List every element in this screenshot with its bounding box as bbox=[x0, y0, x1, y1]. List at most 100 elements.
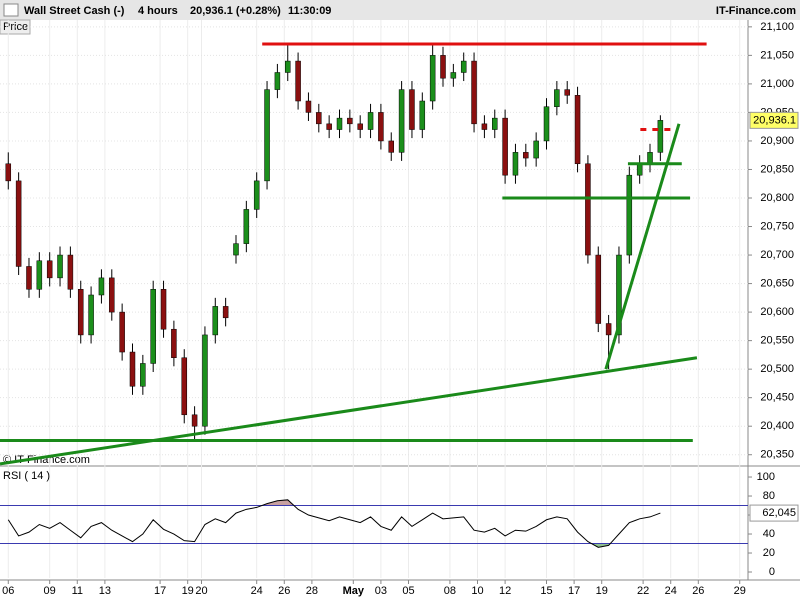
time: 11:30:09 bbox=[288, 5, 331, 17]
x-tick-label: 28 bbox=[306, 585, 318, 597]
y-tick-label: 20,850 bbox=[760, 163, 794, 175]
candle-body bbox=[98, 277, 105, 296]
candle-body bbox=[512, 152, 519, 176]
x-tick-label: 24 bbox=[251, 585, 263, 597]
x-tick-label: 15 bbox=[540, 585, 552, 597]
candle-body bbox=[57, 254, 63, 279]
candle-body bbox=[657, 120, 664, 153]
candle-body bbox=[181, 357, 187, 416]
candle-body bbox=[212, 306, 219, 336]
y-tick-label: 20,400 bbox=[760, 420, 794, 432]
brand: IT-Finance.com bbox=[716, 5, 796, 17]
candle-body bbox=[140, 363, 146, 387]
x-tick-label: 26 bbox=[278, 585, 290, 597]
trend-line bbox=[604, 123, 681, 370]
x-tick-label: 06 bbox=[2, 585, 14, 597]
x-tick-label: 19 bbox=[596, 585, 608, 597]
last-price-box bbox=[749, 111, 799, 129]
candle-body bbox=[398, 89, 405, 153]
candle-body bbox=[222, 306, 229, 319]
candle-body bbox=[471, 60, 477, 125]
candle-body bbox=[295, 60, 301, 102]
y-tick-label: 20,600 bbox=[760, 306, 794, 318]
y-tick-label: 21,050 bbox=[760, 49, 794, 61]
candle-body bbox=[523, 152, 529, 159]
last-price-label: 20,936.1 bbox=[753, 114, 796, 126]
y-tick-label: 20,500 bbox=[760, 363, 794, 375]
candle-body bbox=[284, 60, 291, 73]
candle-body bbox=[264, 89, 270, 182]
candle-body bbox=[574, 95, 581, 165]
x-tick-label: May bbox=[343, 585, 365, 597]
candle-body bbox=[564, 89, 570, 96]
y-tick-label: 80 bbox=[763, 490, 775, 502]
x-tick-label: 08 bbox=[444, 585, 456, 597]
candle-body bbox=[305, 100, 312, 113]
y-tick-label: 20 bbox=[763, 547, 775, 559]
candle-body bbox=[554, 89, 560, 107]
x-tick-label: 22 bbox=[637, 585, 649, 597]
candle-body bbox=[67, 254, 74, 290]
x-tick-label: 03 bbox=[375, 585, 387, 597]
x-tick-label: 20 bbox=[195, 585, 207, 597]
candle-body bbox=[202, 334, 208, 427]
candle-body bbox=[492, 117, 498, 130]
candle-body bbox=[119, 311, 125, 353]
x-tick-label: 12 bbox=[499, 585, 511, 597]
candle-body bbox=[88, 294, 94, 336]
y-tick-label: 40 bbox=[763, 528, 775, 540]
candle-body bbox=[109, 277, 115, 313]
candle-body bbox=[616, 254, 622, 336]
candle-body bbox=[502, 117, 508, 176]
candle-body bbox=[388, 140, 395, 153]
candle-body bbox=[274, 72, 281, 90]
y-tick-label: 0 bbox=[769, 566, 775, 578]
candle-body bbox=[429, 55, 436, 102]
candle-body bbox=[347, 117, 353, 125]
candle-body bbox=[326, 123, 332, 130]
candle-body bbox=[450, 72, 457, 79]
candle-body bbox=[357, 123, 363, 130]
y-tick-label: 20,900 bbox=[760, 135, 794, 147]
candle-body bbox=[481, 123, 488, 130]
candle-body bbox=[26, 266, 32, 290]
y-tick-label: 20,450 bbox=[760, 392, 794, 404]
candle-body bbox=[171, 328, 177, 358]
header-icon[interactable] bbox=[3, 3, 19, 17]
y-tick-label: 20,750 bbox=[760, 220, 794, 232]
candle-body bbox=[378, 112, 384, 142]
x-tick-label: 10 bbox=[471, 585, 483, 597]
candle-body bbox=[316, 112, 322, 125]
header-bar bbox=[0, 0, 800, 20]
candle-body bbox=[129, 351, 136, 387]
candle-body bbox=[253, 180, 260, 210]
candle-body bbox=[626, 174, 633, 256]
candle-body bbox=[243, 209, 250, 244]
x-tick-label: 29 bbox=[734, 585, 746, 597]
candle-body bbox=[409, 89, 415, 130]
rsi-line bbox=[7, 499, 661, 548]
last-value-label: 62,045 bbox=[762, 507, 796, 519]
watermark: © IT-Finance.com bbox=[3, 454, 90, 466]
candle-body bbox=[605, 323, 612, 336]
candle-body bbox=[336, 117, 343, 130]
y-tick-label: 21,100 bbox=[760, 21, 794, 33]
candle-body bbox=[150, 289, 156, 364]
candle-body bbox=[585, 163, 591, 256]
x-tick-label: 19 bbox=[182, 585, 194, 597]
y-tick-label: 20,700 bbox=[760, 249, 794, 261]
x-tick-label: 17 bbox=[154, 585, 166, 597]
last-value-box bbox=[749, 504, 799, 522]
candle-body bbox=[543, 106, 550, 142]
candle-body bbox=[460, 60, 467, 73]
candle-body bbox=[233, 243, 239, 256]
x-tick-label: 24 bbox=[665, 585, 677, 597]
quote: 20,936.1 (+0.28%) bbox=[190, 5, 281, 17]
candle-body bbox=[5, 163, 12, 182]
candle-body bbox=[77, 289, 84, 336]
candle-body bbox=[160, 289, 167, 330]
trend-line bbox=[0, 356, 698, 466]
y-tick-label: 100 bbox=[757, 471, 775, 483]
candle-body bbox=[533, 140, 539, 159]
